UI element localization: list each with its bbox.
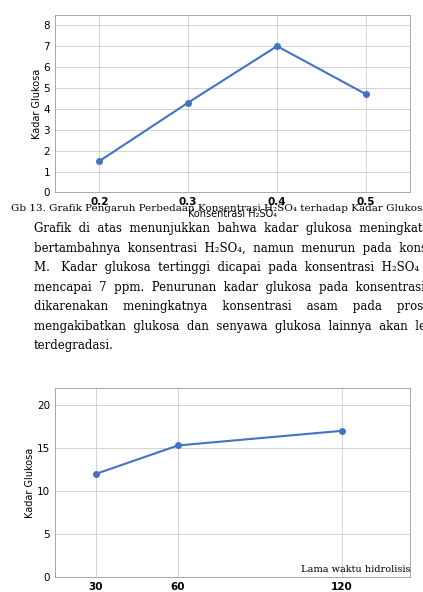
X-axis label: Konsentrasi H₂SO₄: Konsentrasi H₂SO₄ (188, 208, 277, 218)
Y-axis label: Kadar Glukosa: Kadar Glukosa (32, 69, 42, 139)
Text: terdegradasi.: terdegradasi. (34, 339, 114, 352)
Text: Lama waktu hidrolisis: Lama waktu hidrolisis (301, 565, 410, 574)
Text: Gb 13. Grafik Pengaruh Perbedaan Konsentrasi H₂SO₄ terhadap Kadar Glukosa: Gb 13. Grafik Pengaruh Perbedaan Konsent… (11, 204, 423, 213)
Text: Grafik  di  atas  menunjukkan  bahwa  kadar  glukosa  meningkat  dengan: Grafik di atas menunjukkan bahwa kadar g… (34, 222, 423, 235)
Text: dikarenakan    meningkatnya    konsentrasi    asam    pada    proses    hidrolis: dikarenakan meningkatnya konsentrasi asa… (34, 300, 423, 313)
Text: M.   Kadar  glukosa  tertinggi  dicapai  pada  konsentrasi  H₂SO₄  0,4  M  yaitu: M. Kadar glukosa tertinggi dicapai pada … (34, 261, 423, 274)
Text: bertambahnya  konsentrasi  H₂SO₄,  namun  menurun  pada  konsentrasi  H₂SO₄  0,5: bertambahnya konsentrasi H₂SO₄, namun me… (34, 242, 423, 255)
Text: mengakibatkan  glukosa  dan  senyawa  glukosa  lainnya  akan  lebih  banyak: mengakibatkan glukosa dan senyawa glukos… (34, 320, 423, 333)
Text: mencapai  7  ppm.  Penurunan  kadar  glukosa  pada  konsentrasi  H₂SO₄  0,5  M: mencapai 7 ppm. Penurunan kadar glukosa … (34, 281, 423, 294)
Y-axis label: Kadar Glukosa: Kadar Glukosa (25, 448, 36, 517)
